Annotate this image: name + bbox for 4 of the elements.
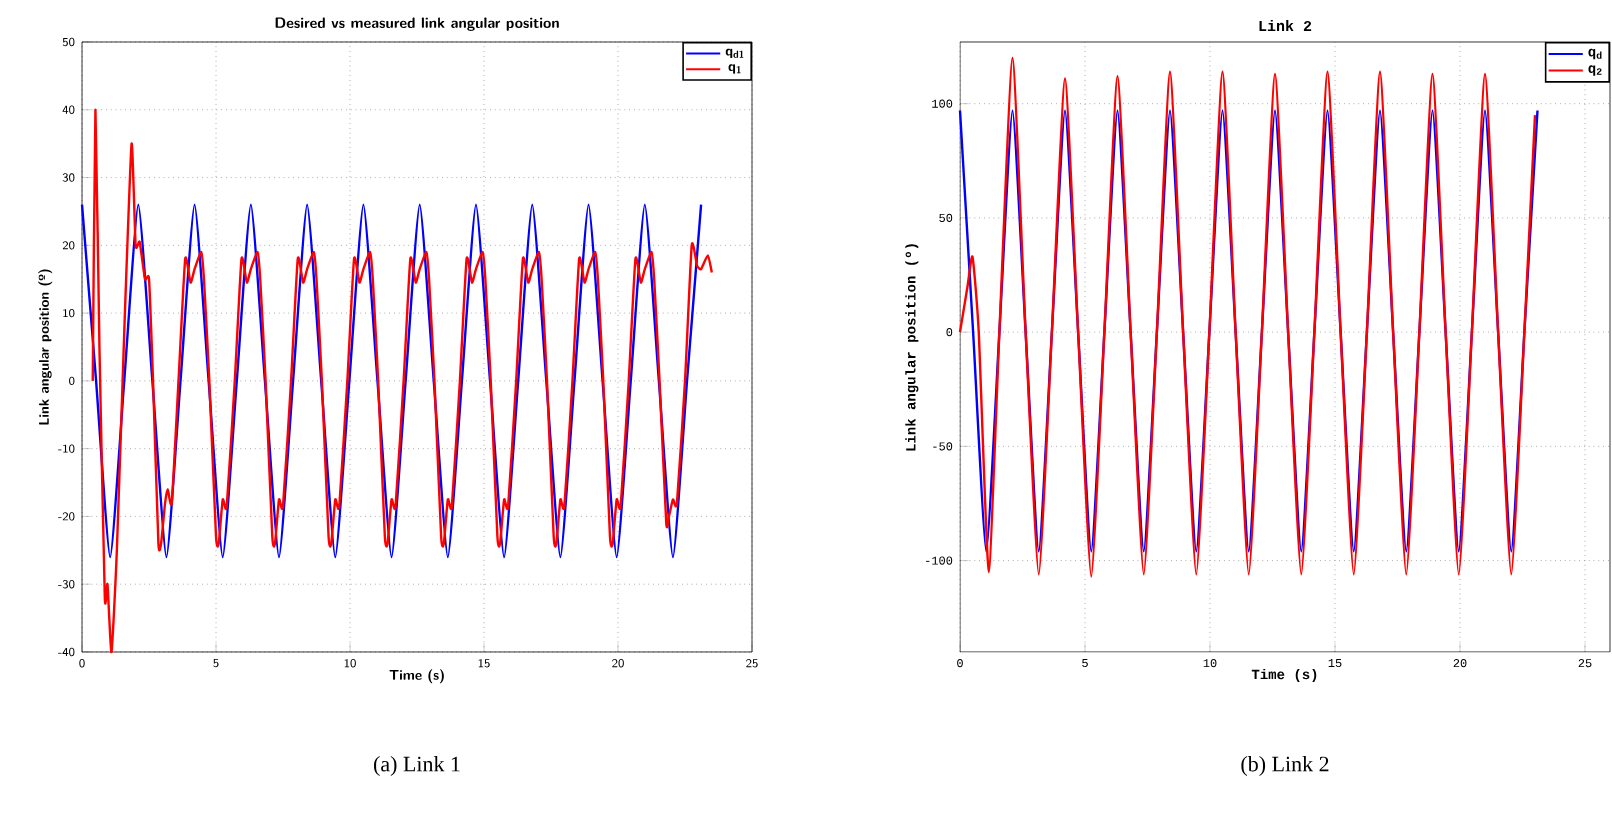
text: (a) Link 1 (374, 756, 460, 776)
line-series (91, 108, 714, 654)
line-series (958, 56, 1537, 578)
text: (b) Link 2 (1241, 756, 1329, 776)
